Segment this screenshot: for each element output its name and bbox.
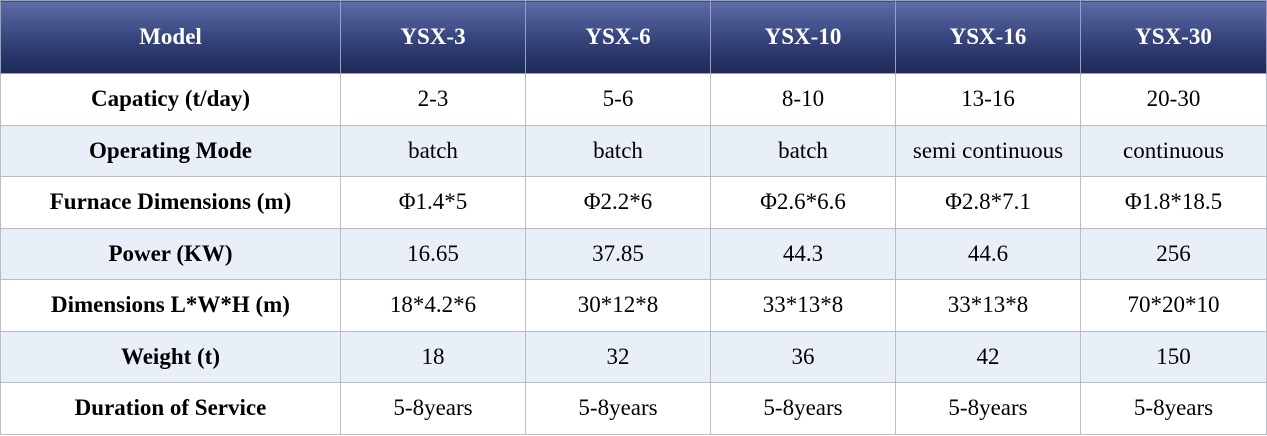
table-row: Duration of Service 5-8years 5-8years 5-8ye… [0,382,1267,435]
table-cell: batch [710,124,896,177]
table-cell: 18 [340,330,526,383]
table-cell: 42 [895,330,1081,383]
table-cell: 44.6 [895,227,1081,280]
table-row: Operating Mode batch batch batch semi contin… [0,124,1267,177]
row-label: Dimensions L*W*H (m) [0,279,341,332]
header-cell: YSX-10 [710,0,896,74]
header-cell: YSX-3 [340,0,526,74]
table-cell: 256 [1080,227,1267,280]
row-label: Duration of Service [0,382,341,435]
table-cell: Φ1.8*18.5 [1080,176,1267,229]
table-cell: Φ2.8*7.1 [895,176,1081,229]
table-cell: 70*20*10 [1080,279,1267,332]
table-cell: 13-16 [895,73,1081,126]
table-row: Furnace Dimensions (m) Φ1.4*5 Φ2.2*6 Φ2.6*6… [0,176,1267,229]
table-cell: 5-6 [525,73,711,126]
table-cell: 5-8years [525,382,711,435]
table-cell: batch [340,124,526,177]
table-cell: semi continuous [895,124,1081,177]
table-header: Model YSX-3 YSX-6 YSX-10 YSX-16 YSX-30 [0,0,1267,74]
table-body: Capaticy (t/day) 2-3 5-6 8-10 13-16 20-30 Oper… [0,73,1267,435]
header-cell: YSX-6 [525,0,711,74]
table-cell: 18*4.2*6 [340,279,526,332]
table-cell: 16.65 [340,227,526,280]
table-cell: 36 [710,330,896,383]
table-cell: Φ2.2*6 [525,176,711,229]
table-cell: 5-8years [710,382,896,435]
table-cell: 32 [525,330,711,383]
table-cell: 44.3 [710,227,896,280]
table-cell: Φ1.4*5 [340,176,526,229]
header-cell: YSX-16 [895,0,1081,74]
table-cell: batch [525,124,711,177]
table-cell: 37.85 [525,227,711,280]
table-cell: 33*13*8 [710,279,896,332]
header-row: Model YSX-3 YSX-6 YSX-10 YSX-16 YSX-30 [0,0,1267,74]
row-label: Weight (t) [0,330,341,383]
table-row: Dimensions L*W*H (m) 18*4.2*6 30*12*8 33*13… [0,279,1267,332]
table-cell: 150 [1080,330,1267,383]
table-cell: Φ2.6*6.6 [710,176,896,229]
table-cell: 20-30 [1080,73,1267,126]
table-cell: 5-8years [895,382,1081,435]
table-cell: 2-3 [340,73,526,126]
header-cell: YSX-30 [1080,0,1267,74]
table-row: Power (KW) 16.65 37.85 44.3 44.6 256 [0,227,1267,280]
table-cell: 5-8years [340,382,526,435]
row-label: Operating Mode [0,124,341,177]
table-row: Weight (t) 18 32 36 42 150 [0,330,1267,383]
table-cell: continuous [1080,124,1267,177]
table-cell: 30*12*8 [525,279,711,332]
header-cell: Model [0,0,341,74]
row-label: Furnace Dimensions (m) [0,176,341,229]
table-cell: 5-8years [1080,382,1267,435]
table-cell: 33*13*8 [895,279,1081,332]
row-label: Capaticy (t/day) [0,73,341,126]
row-label: Power (KW) [0,227,341,280]
table-cell: 8-10 [710,73,896,126]
table-row: Capaticy (t/day) 2-3 5-6 8-10 13-16 20-30 [0,73,1267,126]
